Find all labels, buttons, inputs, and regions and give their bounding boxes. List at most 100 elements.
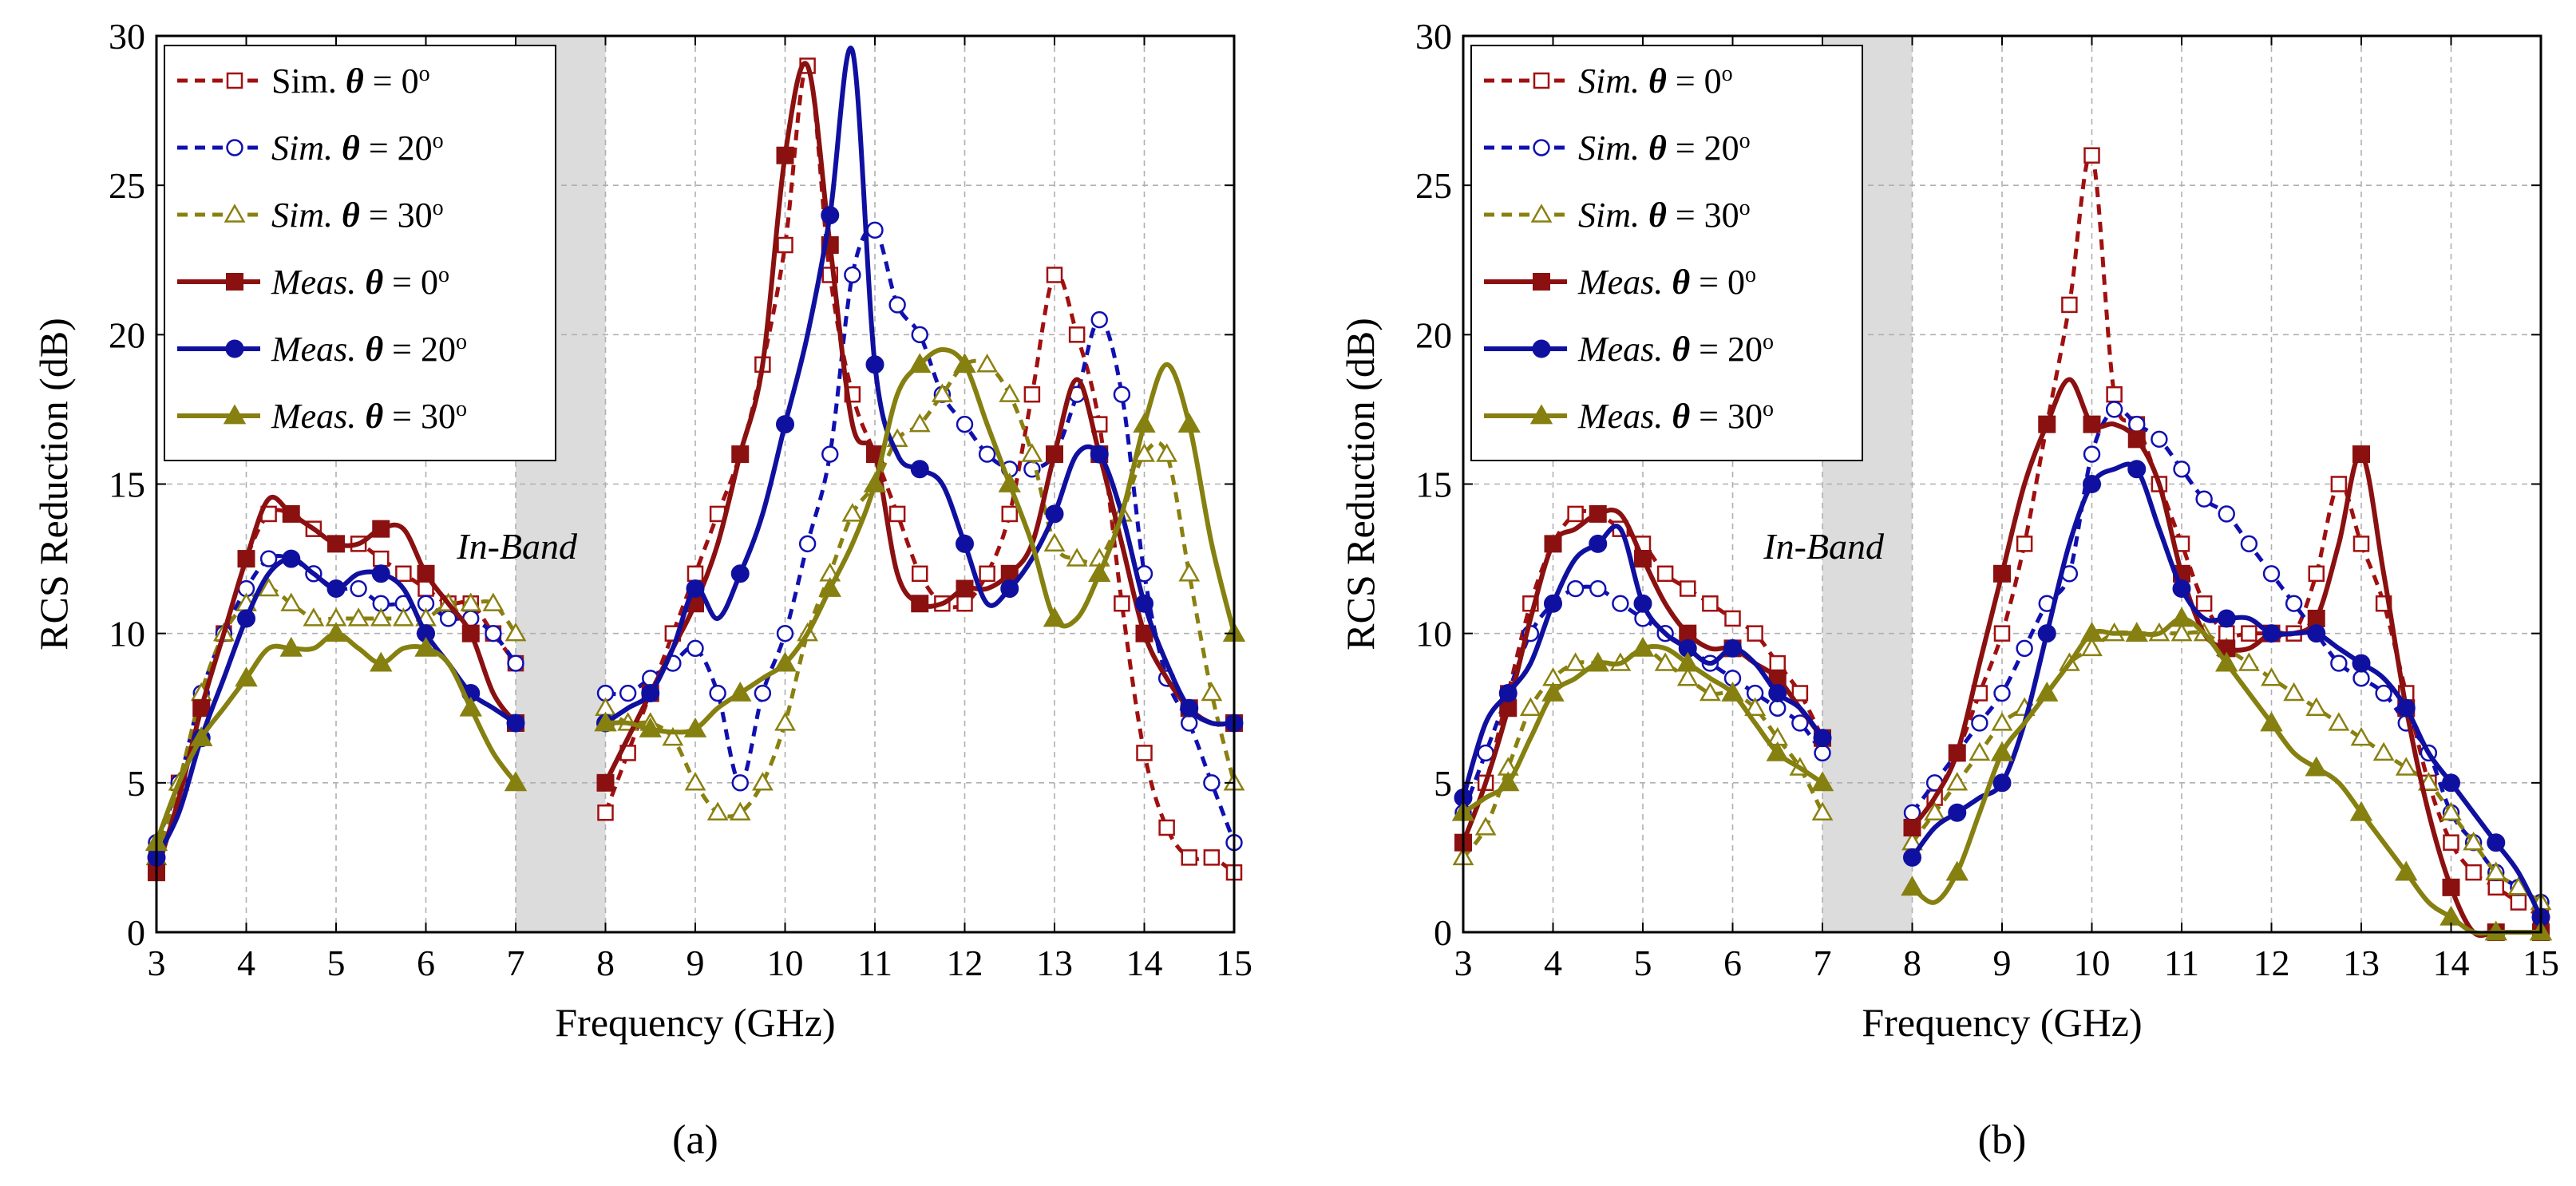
data-point	[2375, 684, 2392, 702]
data-point	[1043, 532, 1066, 552]
x-tick-label: 3	[1454, 943, 1473, 983]
data-point	[953, 353, 976, 374]
data-point	[1813, 729, 1832, 748]
data-point	[2172, 579, 2191, 599]
data-point	[1133, 413, 1156, 433]
data-point	[1088, 562, 1111, 583]
legend: Sim. θ = 0o Sim. θ = 20o Sim. θ = 30o Meas.…	[164, 45, 556, 461]
data-point	[1497, 771, 1520, 792]
data-point	[1631, 636, 1655, 657]
data-point	[911, 326, 928, 344]
legend-label: Sim. θ = 0o	[271, 61, 430, 101]
data-point	[373, 550, 390, 567]
series-line	[1461, 524, 1825, 799]
data-point	[1114, 595, 1130, 612]
data-point	[1541, 682, 1565, 702]
data-point	[1676, 667, 1699, 686]
data-point	[282, 549, 301, 568]
data-point	[777, 236, 793, 254]
x-axis-label: Frequency (GHz)	[1862, 1000, 2142, 1045]
data-point	[979, 565, 995, 583]
data-point	[1654, 652, 1676, 671]
data-point	[2016, 639, 2033, 658]
y-tick-label: 20	[109, 314, 145, 355]
data-point	[1181, 714, 1198, 732]
data-point	[844, 266, 861, 284]
data-point	[482, 592, 505, 611]
data-point	[2465, 864, 2482, 881]
data-point	[1769, 654, 1786, 672]
data-point	[684, 772, 706, 791]
y-tick-label: 5	[1434, 763, 1452, 804]
x-tick-label: 5	[1634, 943, 1652, 983]
legend-marker	[1529, 404, 1553, 425]
data-point	[911, 595, 929, 613]
data-point	[1045, 504, 1064, 524]
data-point	[706, 801, 729, 820]
data-point	[2238, 652, 2260, 671]
data-point	[1001, 505, 1018, 523]
data-point	[1634, 550, 1652, 568]
data-point	[1702, 595, 1719, 612]
data-point	[461, 624, 480, 642]
data-point	[1971, 714, 1988, 732]
data-point	[751, 772, 774, 791]
in-band-label: In-Band	[1763, 526, 1885, 567]
data-point	[1068, 326, 1086, 343]
data-point	[687, 639, 704, 658]
data-point	[841, 503, 864, 522]
legend-marker	[226, 273, 243, 291]
data-point	[1178, 563, 1201, 582]
y-tick-label: 30	[1415, 16, 1452, 57]
data-point	[2352, 670, 2370, 687]
data-point	[2352, 445, 2370, 464]
data-point	[931, 383, 953, 402]
data-point	[303, 607, 325, 627]
data-point	[2262, 624, 2281, 643]
chart-panel-a: In-Band 3 4 5 6 7 8 9 10 11 12 13 14 15 0 5 10 15 20 25 30 Fr…	[31, 16, 1252, 1163]
legend-entry: Sim. θ = 20o	[177, 128, 444, 168]
series-line	[603, 63, 1236, 875]
x-tick-label: 13	[1036, 943, 1073, 983]
y-tick-label: 30	[109, 16, 145, 57]
x-tick-label: 6	[417, 943, 435, 983]
data-point	[1589, 534, 1608, 553]
x-axis-label: Frequency (GHz)	[555, 1000, 835, 1045]
data-point	[1181, 849, 1197, 866]
legend-marker	[224, 204, 246, 223]
x-tick-label: 11	[857, 943, 892, 983]
data-point	[2330, 476, 2348, 492]
data-point	[414, 636, 437, 657]
data-point	[1113, 385, 1131, 403]
data-point	[2285, 595, 2303, 612]
legend-marker	[223, 404, 247, 425]
data-point	[2037, 624, 2056, 643]
data-point	[1903, 818, 1921, 836]
data-point	[1158, 819, 1175, 836]
data-point	[505, 622, 527, 642]
data-point	[594, 711, 617, 732]
series-5	[144, 347, 1246, 852]
data-point	[2195, 490, 2213, 508]
y-tick-label: 10	[1415, 614, 1452, 654]
y-tick-label: 0	[1434, 912, 1452, 953]
legend-label: Sim. θ = 20o	[1578, 128, 1751, 168]
x-tick-label: 14	[2433, 943, 2470, 983]
x-tick-label: 10	[2074, 943, 2111, 983]
data-point	[2170, 622, 2193, 642]
data-point	[1023, 385, 1041, 403]
x-tick-label: 9	[687, 943, 705, 983]
data-point	[1676, 651, 1700, 672]
y-tick-label: 25	[1415, 165, 1452, 206]
legend-label: Sim. θ = 20o	[271, 128, 444, 168]
data-point	[1766, 741, 1789, 761]
data-point	[2443, 834, 2459, 851]
x-tick-label: 4	[1544, 943, 1562, 983]
x-tick-label: 8	[596, 943, 615, 983]
data-point	[372, 520, 390, 538]
legend-entry: Meas. θ = 0o	[177, 263, 449, 302]
data-point	[2261, 667, 2282, 686]
data-point	[998, 472, 1021, 492]
data-point	[1156, 443, 1178, 462]
